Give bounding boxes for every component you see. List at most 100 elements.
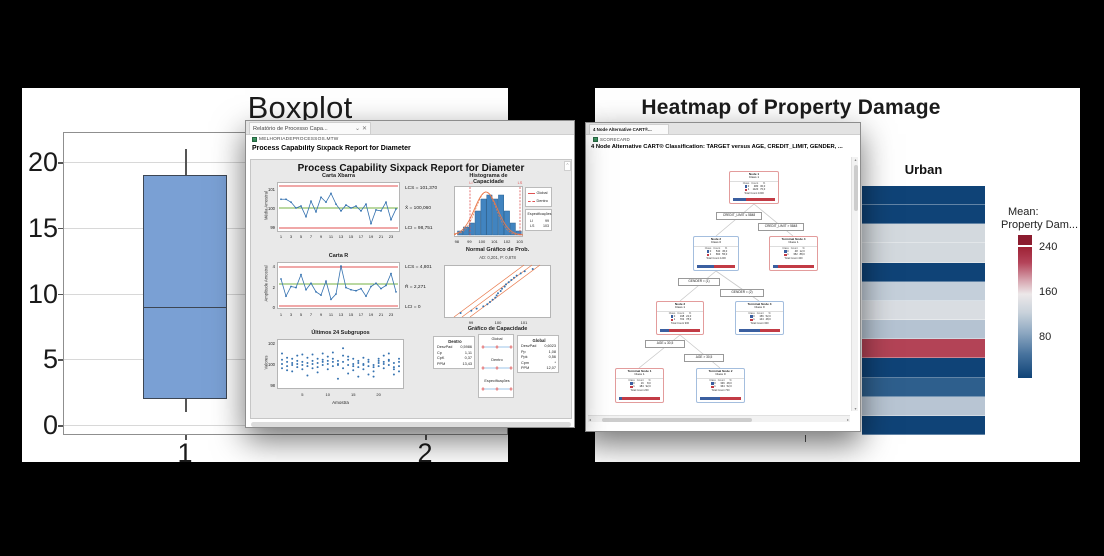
x-tick-label: 17: [358, 234, 364, 239]
scroll-down-arrow-icon[interactable]: ▾: [854, 406, 857, 411]
heatmap-cell: [862, 243, 985, 263]
y-tick-label: 98: [270, 382, 275, 388]
x-tick-label: 3: [289, 312, 293, 317]
whisker-upper: [185, 148, 187, 176]
x-tick-label: 15: [348, 234, 354, 239]
li-label: LI: [469, 181, 473, 185]
x-axis-label: Amostra: [332, 400, 349, 405]
y-tick-label: 2: [272, 284, 275, 290]
tree-terminal-node-4: Terminal Node 4 Class 1 Class Count% 0 48 12,0…: [769, 236, 818, 271]
tree-node-2: Node 2 Class 0 Class Count% 0 540 45,0 1 660 55,0…: [693, 236, 739, 271]
x-tick-label: 23: [388, 234, 394, 239]
y-tick-label: 5: [42, 344, 58, 375]
hist-title: Histograma de Capacidade: [469, 173, 508, 185]
tree-terminal-node-2: Terminal Node 2 Class 0 Class Count% 0 336 48,…: [696, 368, 745, 403]
node-class-table: Class Count% 0 480 30,0 1 1120 70,0: [742, 182, 766, 192]
stats-header: Global: [532, 337, 546, 343]
stat-label: CpK: [437, 356, 445, 361]
x-tick-label: 3: [289, 234, 293, 239]
tree-node-1: Node 1 Class 1 Class Count% 0 480 30,0 1 1120 70,…: [729, 171, 779, 204]
report-title: Process Capability Sixpack Report for Di…: [297, 163, 525, 174]
median-line: [143, 306, 227, 309]
x-tick-label: 102: [503, 239, 511, 244]
y-tick-label: 100: [268, 361, 275, 367]
capability-dentro-stats: Dentro DesvPad 0,5986 Cp 1,11 CpK 0,37 PPM 13,43: [433, 336, 475, 369]
spec-label: LS: [530, 223, 535, 228]
stat-label: PPM: [521, 366, 530, 371]
spec-value: 103: [543, 223, 549, 228]
x-tick-label: 19: [368, 234, 374, 239]
x-tick-label: 11: [328, 234, 334, 239]
split-rule-label: AGE > 30,5: [684, 354, 724, 362]
heatmap-grid: [862, 186, 985, 436]
minitab-tabstrip[interactable]: Relatório de Processo Capa... ⌄ ✕: [246, 121, 574, 135]
split-rule-label: CREDIT_LIMIT ≤ 5848: [716, 212, 762, 220]
scroll-up-button[interactable]: ⌃: [564, 161, 571, 171]
cart-tree-canvas: CREDIT_LIMIT ≤ 5848 CREDIT_LIMIT > 5848 GE…: [588, 157, 850, 411]
x-tick-label: 15: [350, 392, 356, 397]
y-tick-label: 102: [268, 340, 275, 346]
x-tick-mark: [185, 435, 187, 440]
node-class-table: Class Count% 0 156 52,0 1 144 48,0: [748, 312, 771, 322]
interval-label: Especificações: [484, 379, 510, 383]
x-tick-label: 99: [467, 239, 472, 244]
node-class-bar: [739, 328, 780, 332]
node-total: Total Count 400: [784, 257, 803, 261]
stat-value: 1,08: [548, 349, 556, 354]
minitab-output-heading: Process Capability Sixpack Report for Di…: [252, 145, 411, 152]
probplot-subtitle: AD: 0,201, P: 0,878: [479, 255, 516, 260]
x-tick-label: 9: [319, 312, 323, 317]
minitab-tab-label: Relatório de Processo Capa...: [253, 125, 328, 132]
cart-horizontal-scrollbar[interactable]: ◂ ▸: [588, 415, 850, 422]
tree-terminal-node-3: Terminal Node 3 Class 0 Class Count% 0 156 52,…: [735, 301, 784, 335]
interval-label: Dentro: [491, 358, 503, 362]
minitab-horizontal-scrollbar[interactable]: [251, 422, 571, 427]
cart-vertical-scrollbar[interactable]: ▴ ▾: [851, 157, 858, 411]
split-rule-label: AGE ≤ 30,5: [645, 340, 685, 348]
x-tick-label: 1: [177, 438, 193, 468]
y-tick-label: 10: [27, 278, 58, 309]
hist-plot: [453, 187, 524, 236]
node-class-table: Class Count% 0 16 8,0 1 184 92,0: [628, 379, 651, 389]
cart-tab[interactable]: 4 Node Alternative CART®...: [589, 124, 669, 134]
node-header: Terminal Node 3 Class 0: [736, 302, 783, 312]
scroll-right-arrow-icon[interactable]: ▸: [846, 417, 849, 422]
heatmap-cell: [862, 186, 985, 206]
x-tick-label: 101: [491, 239, 498, 244]
node-total: Total Count 200: [630, 389, 649, 393]
cart-tabstrip[interactable]: 4 Node Alternative CART®...: [586, 123, 860, 135]
stat-label: Cpm: [521, 360, 530, 365]
x-tick-label: 98: [454, 239, 460, 244]
split-rule-label: GENDER = (2): [720, 289, 764, 297]
node-class-bar: [697, 264, 735, 268]
stat-value: *: [554, 360, 556, 365]
plot-frame: [444, 265, 551, 318]
legend-entry-global: Global: [528, 191, 551, 195]
node-class-bar: [733, 197, 775, 201]
heatmap-cell: [862, 320, 985, 340]
close-icon[interactable]: ✕: [361, 125, 367, 132]
y-tick-label: 15: [27, 212, 58, 243]
x-tick-label: 5: [299, 234, 303, 239]
scroll-left-arrow-icon[interactable]: ◂: [589, 417, 592, 422]
minitab-tab[interactable]: Relatório de Processo Capa... ⌄ ✕: [249, 122, 371, 134]
scrollbar-thumb[interactable]: [853, 165, 858, 211]
x-tick-label: 11: [328, 312, 334, 317]
legend-gradient-bar: [1018, 247, 1032, 378]
node-total: Total Count 700: [711, 389, 730, 393]
heatmap-cell: [862, 300, 985, 321]
legend-tick-label: 160: [1039, 286, 1058, 298]
stat-value: 12,07: [546, 366, 556, 371]
scrollbar-thumb[interactable]: [602, 417, 752, 422]
tree-node-3: Node 3 Class 1 Class Count% 0 198 22,0 1 702 78,0…: [656, 301, 704, 335]
chevron-down-icon[interactable]: ⌄: [354, 125, 360, 132]
node-class-table: Class Count% 0 540 45,0 1 660 55,0: [704, 247, 728, 257]
y-tick-mark: [58, 162, 63, 164]
scroll-up-arrow-icon[interactable]: ▴: [854, 157, 857, 162]
split-rule-label: GENDER = (1): [678, 278, 720, 286]
node-header: Terminal Node 1 Class 1: [616, 369, 663, 379]
x-tick-label: 13: [338, 312, 344, 317]
control-limit-annotation: LCI = 98,751: [405, 226, 433, 231]
box: [143, 175, 227, 399]
plot-frame: [277, 262, 400, 309]
